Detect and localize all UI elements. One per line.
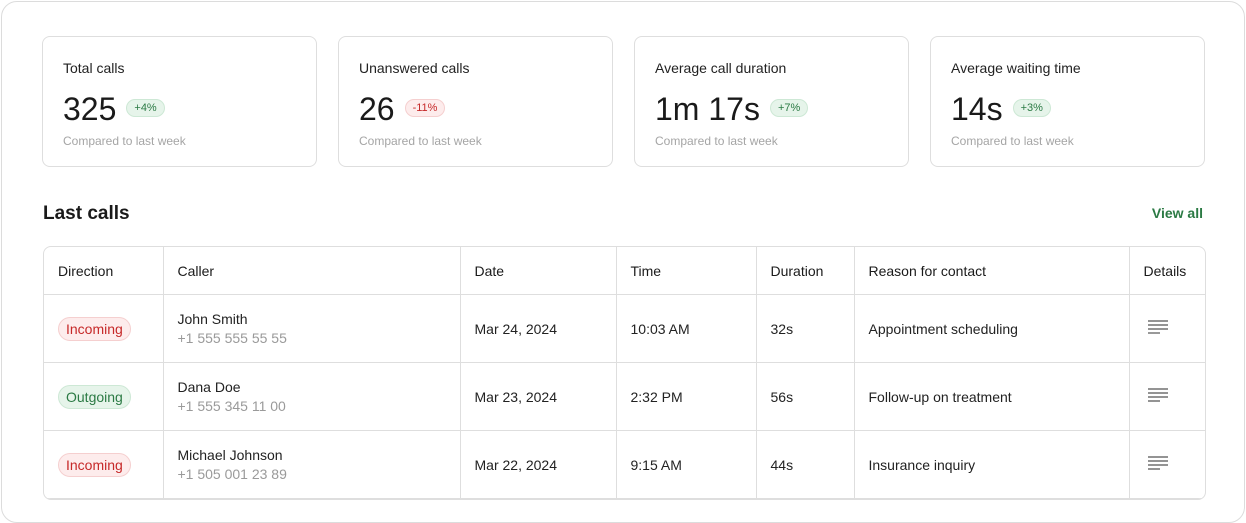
- card-note: Compared to last week: [951, 134, 1074, 148]
- cell-date: Mar 24, 2024: [460, 294, 617, 363]
- stat-card: Unanswered calls 26 -11% Compared to last w…: [338, 36, 613, 167]
- cell: [1129, 430, 1205, 499]
- card-title: Total calls: [63, 60, 125, 76]
- stat-card: Average call duration 1m 17s +7% Compared t…: [634, 36, 909, 167]
- stat-card: Total calls 325 +4% Compared to last week: [42, 36, 317, 167]
- cell: Outgoing: [44, 362, 164, 431]
- cell-reason: Appointment scheduling: [854, 294, 1130, 363]
- column-header: Time: [616, 247, 757, 295]
- card-change: +7%: [769, 98, 809, 117]
- cell: [1129, 294, 1205, 363]
- column-header: Reason for contact: [854, 247, 1130, 295]
- card-note: Compared to last week: [655, 134, 778, 148]
- card-value: 325: [63, 91, 117, 127]
- cell-time: 9:15 AM: [616, 430, 757, 499]
- direction-badge: Incoming: [58, 316, 131, 341]
- cell-time: 10:03 AM: [616, 294, 757, 363]
- caller-name: Dana Doe: [177, 379, 241, 395]
- table: Direction Caller Date Time Duration Reason fo…: [44, 247, 1205, 499]
- cell: Michael Johnson +1 505 001 23 89: [163, 430, 461, 499]
- details-icon: [1147, 320, 1168, 334]
- column-header: Caller: [163, 247, 461, 295]
- column-header: Date: [460, 247, 617, 295]
- caller-phone: +1 555 345 11 00: [177, 398, 286, 414]
- table-row: Outgoing Dana Doe +1 555 345 11 00 Mar 23, …: [44, 362, 1205, 431]
- direction-badge: Incoming: [58, 452, 131, 477]
- details-button[interactable]: [1147, 455, 1168, 474]
- caller-phone: +1 555 555 55 55: [177, 330, 287, 346]
- card-value-row: 26 -11%: [359, 91, 446, 128]
- caller-name: Michael Johnson: [177, 447, 283, 463]
- details-button[interactable]: [1147, 387, 1168, 406]
- card-value: 26: [359, 91, 395, 127]
- card-title: Unanswered calls: [359, 60, 470, 76]
- cell-duration: 44s: [756, 430, 855, 499]
- details-button[interactable]: [1147, 319, 1168, 338]
- cell-reason: Follow-up on treatment: [854, 362, 1130, 431]
- cell: John Smith +1 555 555 55 55: [163, 294, 461, 363]
- caller-phone: +1 505 001 23 89: [177, 466, 287, 482]
- cell: Incoming: [44, 430, 164, 499]
- card-value-row: 14s +3%: [951, 91, 1051, 128]
- card-note: Compared to last week: [63, 134, 186, 148]
- cell-date: Mar 22, 2024: [460, 430, 617, 499]
- card-value: 1m 17s: [655, 91, 760, 127]
- card-title: Average waiting time: [951, 60, 1081, 76]
- cell-duration: 32s: [756, 294, 855, 363]
- card-value-row: 325 +4%: [63, 91, 165, 128]
- cell-reason: Insurance inquiry: [854, 430, 1130, 499]
- direction-badge: Outgoing: [58, 384, 131, 409]
- column-header: Direction: [44, 247, 164, 295]
- card-change: +3%: [1012, 98, 1051, 117]
- calls-table: Direction Caller Date Time Duration Reason fo…: [43, 246, 1206, 500]
- card-value: 14s: [951, 91, 1003, 127]
- cell: Dana Doe +1 555 345 11 00: [163, 362, 461, 431]
- details-icon: [1147, 388, 1168, 402]
- card-note: Compared to last week: [359, 134, 482, 148]
- table-body: Incoming John Smith +1 555 555 55 55 Mar 24…: [44, 294, 1205, 499]
- card-change: -11%: [404, 98, 446, 117]
- card-value-row: 1m 17s +7%: [655, 91, 809, 128]
- stat-card: Average waiting time 14s +3% Compared to la…: [930, 36, 1205, 167]
- table-row: Incoming John Smith +1 555 555 55 55 Mar 24…: [44, 294, 1205, 363]
- card-title: Average call duration: [655, 60, 787, 76]
- table-row: Incoming Michael Johnson +1 505 001 23 89 M…: [44, 430, 1205, 499]
- cell-duration: 56s: [756, 362, 855, 431]
- column-header: Details: [1129, 247, 1205, 295]
- caller-name: John Smith: [177, 311, 248, 327]
- cell-date: Mar 23, 2024: [460, 362, 617, 431]
- view-all-link[interactable]: View all: [1151, 205, 1203, 221]
- section-title: Last calls: [43, 203, 130, 224]
- cell-time: 2:32 PM: [616, 362, 757, 431]
- details-icon: [1147, 456, 1168, 470]
- card-change: +4%: [126, 98, 165, 117]
- header-row: Direction Caller Date Time Duration Reason fo…: [44, 247, 1205, 295]
- cell: [1129, 362, 1205, 431]
- cell: Incoming: [44, 294, 164, 363]
- column-header: Duration: [756, 247, 855, 295]
